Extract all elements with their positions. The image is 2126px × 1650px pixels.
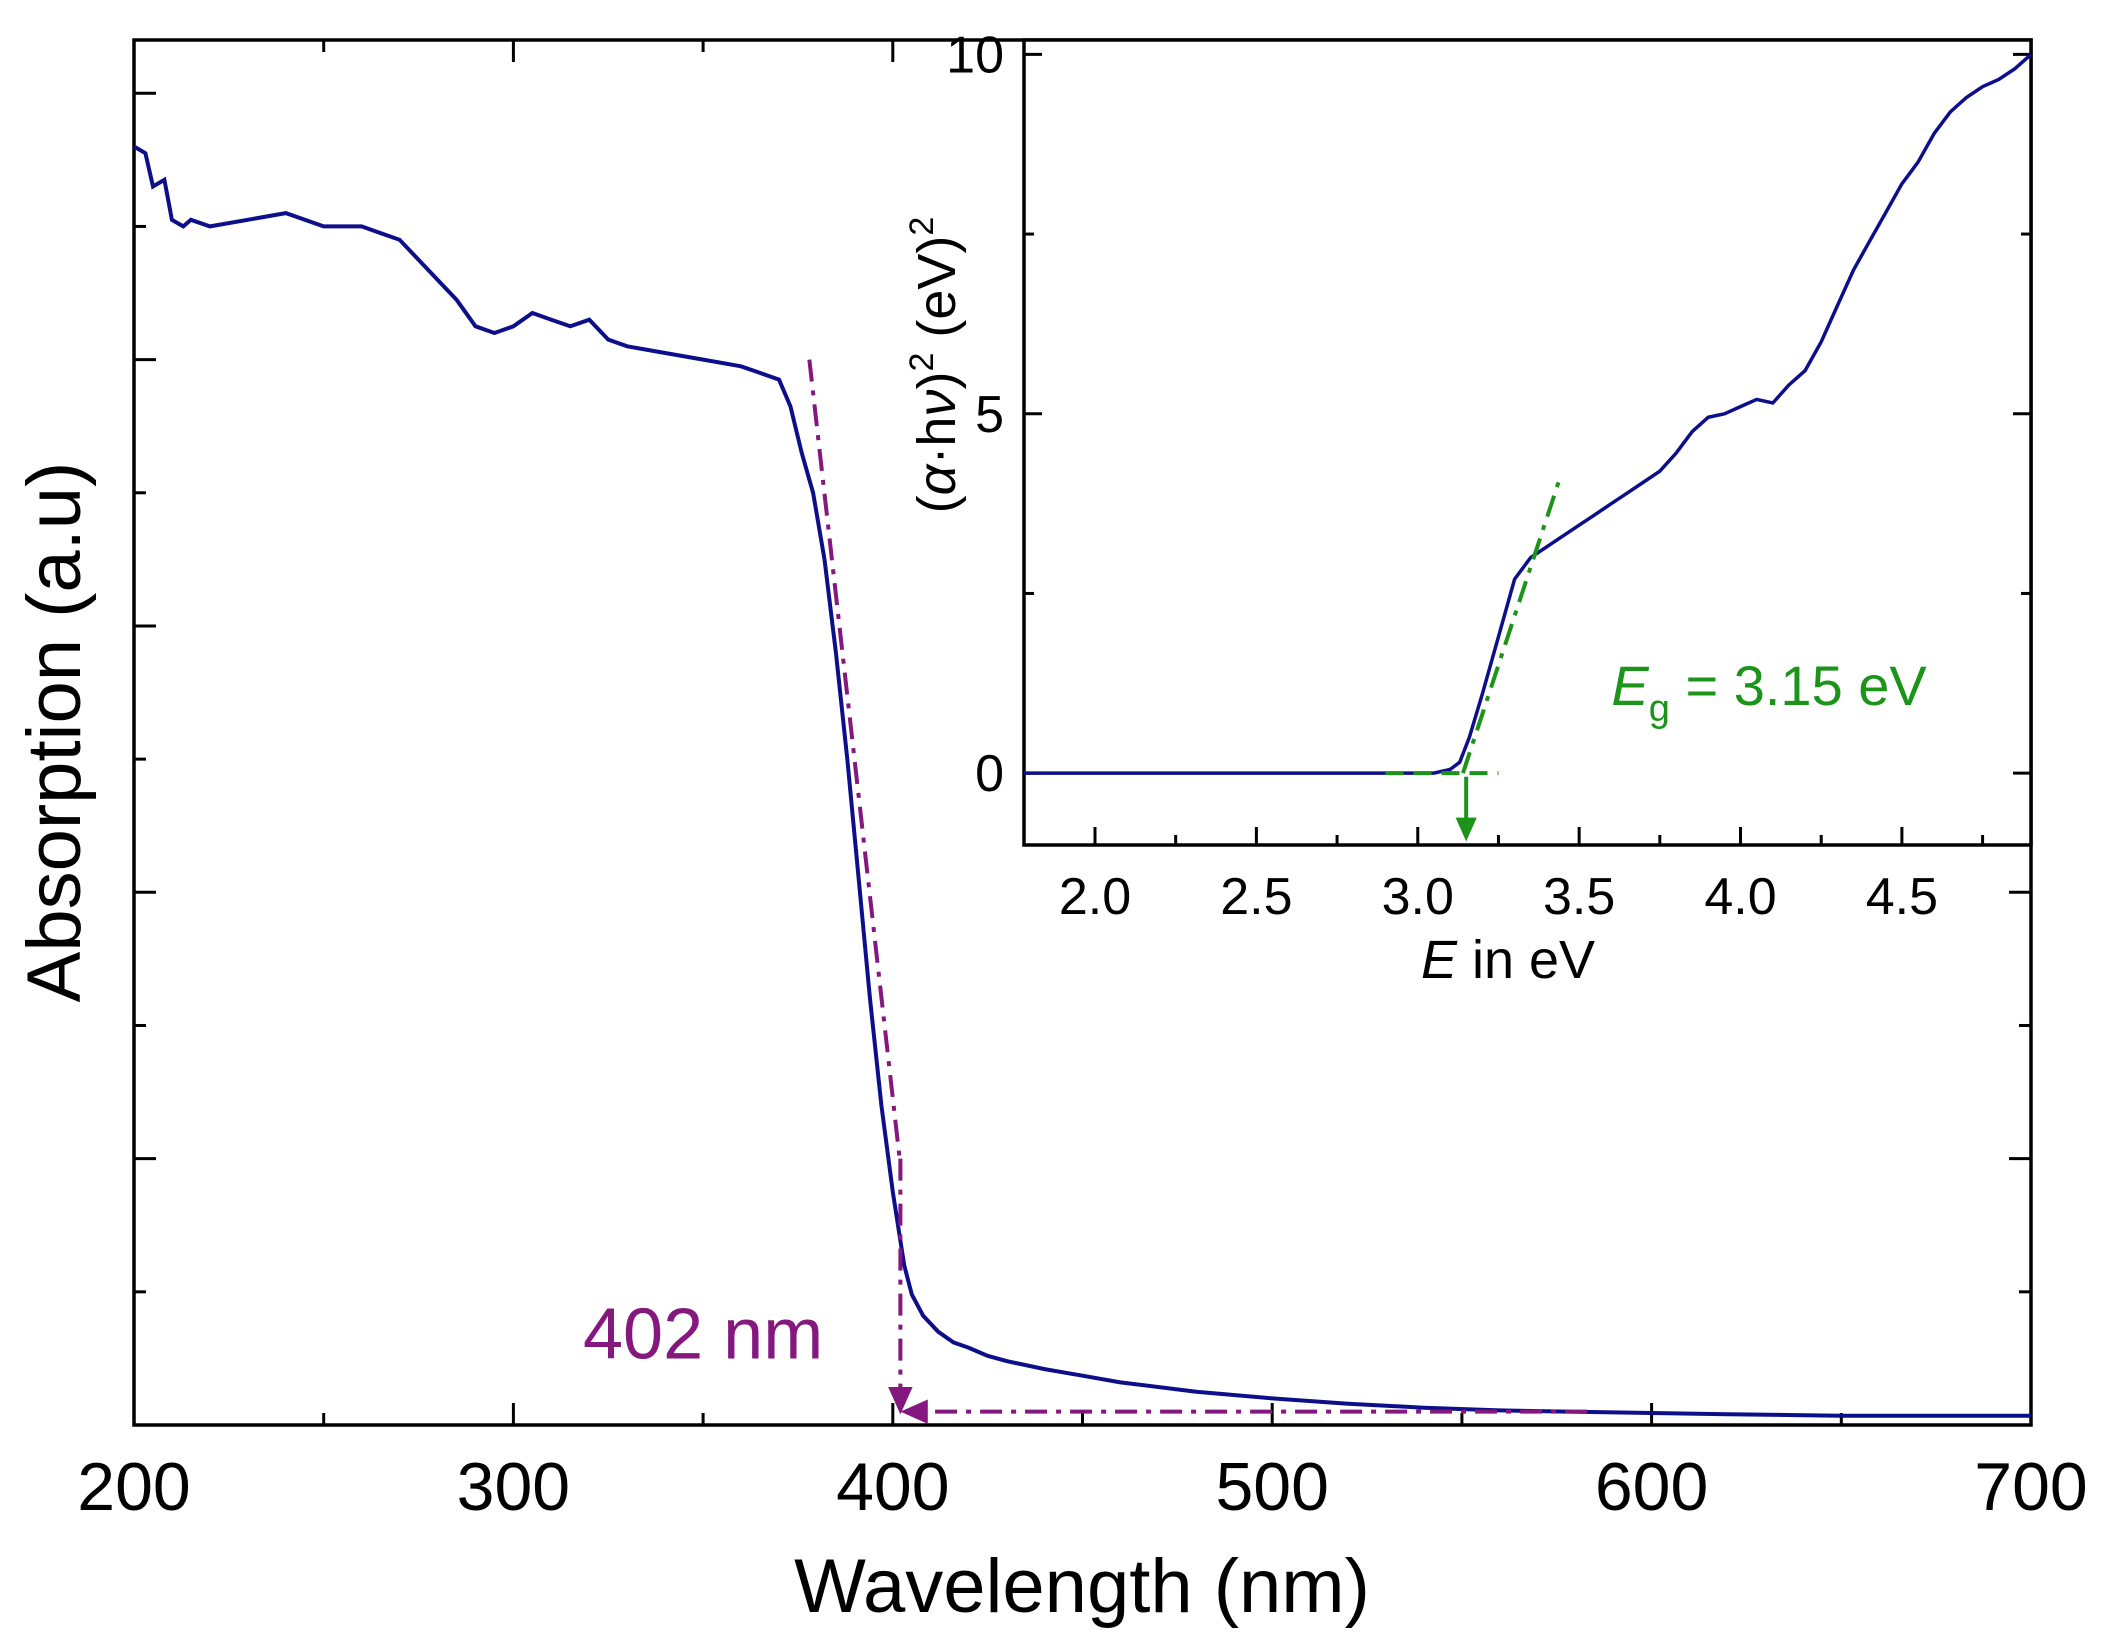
- main-x-axis-label: Wavelength (nm): [794, 1544, 1370, 1629]
- main-annotations: 402 nm: [583, 359, 1588, 1424]
- inset-plot-frame: [1022, 38, 2033, 847]
- inset-x-tick-label: 3.5: [1543, 868, 1615, 926]
- main-x-tick-label: 500: [1215, 1449, 1328, 1525]
- main-x-tick-label: 200: [77, 1449, 190, 1525]
- inset-arrow-head: [1455, 817, 1477, 842]
- inset-y-tick-label: 5: [975, 386, 1004, 444]
- inset-y-axis-label: (α·hν)2 (eV)2: [903, 217, 967, 514]
- inset-y-tick-label: 0: [975, 745, 1004, 803]
- inset-chart: 2.0 2.5 3.0 3.5 4.0 4.5 0 5 10 Eg = 3.15 eV E i…: [903, 26, 2033, 990]
- inset-x-tick-label: 2.0: [1059, 868, 1131, 926]
- inset-tangent-line: [1461, 477, 1562, 774]
- main-x-tick-label: 300: [457, 1449, 570, 1525]
- main-x-tick-label: 700: [1974, 1449, 2087, 1525]
- main-tangent-line: [807, 359, 903, 1166]
- inset-x-tick-label: 3.0: [1382, 868, 1454, 926]
- inset-y-ticks: 0 5 10: [946, 26, 2031, 803]
- main-absorption-curve: [132, 144, 2031, 1418]
- inset-annotations: Eg = 3.15 eV: [1385, 477, 1927, 842]
- main-annotation-label: 402 nm: [583, 1294, 823, 1374]
- inset-x-axis-label: E in eV: [1421, 930, 1595, 990]
- main-x-tick-label: 400: [836, 1449, 949, 1525]
- inset-plot-background: [1024, 40, 2031, 845]
- main-x-tick-label: 600: [1595, 1449, 1708, 1525]
- inset-x-tick-label: 4.5: [1866, 868, 1938, 926]
- main-arrow-head: [900, 1399, 928, 1424]
- inset-x-ticks: 2.0 2.5 3.0 3.5 4.0 4.5: [1059, 827, 1985, 926]
- main-y-axis-label: Absorption (a.u): [12, 462, 97, 1003]
- inset-x-tick-label: 4.0: [1704, 868, 1776, 926]
- main-chart: 200 300 400 500 600 700 402 nm Wavelength (nm…: [12, 38, 2088, 1629]
- inset-tauc-curve: [1024, 53, 2033, 775]
- inset-y-tick-label: 10: [946, 26, 1004, 84]
- inset-x-tick-label: 2.5: [1220, 868, 1292, 926]
- main-arrow-head: [888, 1386, 913, 1415]
- inset-bandgap-label: Eg = 3.15 eV: [1611, 654, 1927, 730]
